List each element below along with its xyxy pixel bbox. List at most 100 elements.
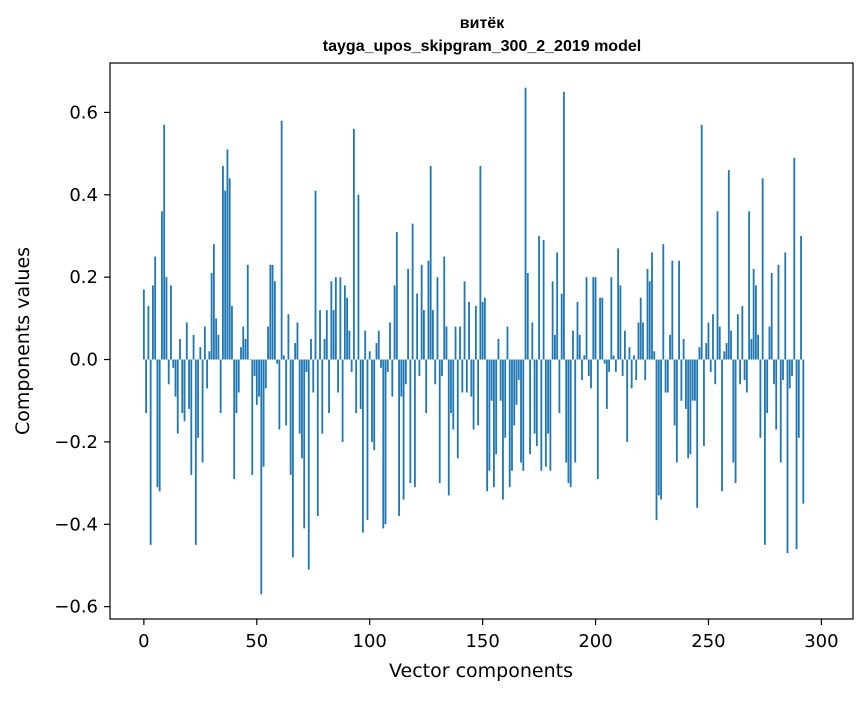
bar: [231, 305, 233, 360]
bar: [657, 359, 660, 496]
bar: [280, 120, 283, 360]
bar: [323, 338, 326, 360]
bar: [346, 297, 349, 360]
bar: [605, 359, 608, 409]
bar: [380, 359, 382, 368]
bar: [698, 347, 701, 360]
bar: [470, 359, 473, 397]
bar: [423, 310, 425, 360]
bar: [215, 318, 218, 360]
bar: [770, 273, 773, 360]
bar: [425, 359, 428, 414]
bar: [533, 359, 536, 434]
bar: [777, 264, 780, 360]
bar: [334, 277, 337, 360]
bars-group: [142, 87, 805, 595]
bar: [434, 359, 437, 385]
x-tick-label: 100: [353, 631, 387, 652]
bar: [752, 268, 755, 360]
bar: [727, 170, 730, 360]
bar: [569, 359, 572, 488]
bar: [517, 359, 520, 381]
bar: [359, 359, 362, 409]
bar: [644, 359, 647, 381]
bar: [237, 359, 240, 393]
bar: [325, 310, 328, 360]
y-tick-label: −0.6: [54, 597, 98, 618]
bar: [407, 268, 410, 360]
bar: [757, 334, 760, 360]
bar: [626, 359, 629, 442]
bar: [316, 359, 319, 517]
bar: [456, 359, 459, 459]
bar: [452, 359, 455, 430]
bar: [773, 359, 775, 385]
bar: [800, 235, 802, 360]
bar: [386, 359, 389, 372]
bar: [551, 281, 554, 360]
bar: [538, 235, 540, 360]
bar: [242, 326, 245, 360]
bar: [664, 359, 667, 393]
bar: [474, 305, 477, 360]
bar: [364, 330, 367, 360]
bar: [542, 240, 545, 360]
bar: [343, 285, 346, 360]
bar: [222, 165, 224, 360]
bar: [328, 359, 330, 414]
x-tick-label: 50: [245, 631, 268, 652]
bar: [210, 273, 213, 360]
bar: [490, 359, 493, 401]
bar: [504, 359, 507, 438]
bar: [172, 359, 175, 368]
bar: [208, 351, 211, 360]
bar: [745, 359, 748, 393]
bar: [296, 322, 299, 360]
bar: [197, 359, 199, 438]
bar: [398, 359, 400, 517]
bar: [450, 359, 452, 414]
bar: [278, 359, 281, 430]
bar: [531, 322, 534, 360]
bar: [305, 359, 308, 372]
bar: [145, 359, 148, 414]
bar: [660, 359, 662, 500]
bar: [179, 338, 181, 360]
y-axis-label: Components values: [12, 247, 34, 435]
bar: [294, 343, 297, 360]
bar: [206, 359, 209, 389]
bar: [761, 178, 764, 360]
bar: [592, 277, 595, 360]
bar: [163, 124, 166, 360]
y-tick-label: 0.4: [69, 185, 98, 206]
bar: [420, 264, 423, 360]
bar: [585, 277, 588, 360]
bar: [194, 359, 197, 545]
bar: [384, 359, 387, 525]
bar: [391, 359, 394, 397]
bar: [224, 190, 227, 360]
bar: [779, 359, 782, 463]
bar: [646, 268, 649, 360]
bar: [730, 330, 732, 360]
bar: [587, 359, 590, 376]
bar: [750, 338, 753, 360]
bar: [619, 285, 622, 360]
y-tick-label: 0.2: [69, 267, 98, 288]
bar: [506, 326, 509, 360]
bar: [601, 297, 604, 360]
bar: [736, 314, 739, 360]
bar: [793, 157, 796, 360]
bar: [599, 297, 601, 360]
x-tick-label: 300: [804, 631, 838, 652]
bar: [441, 359, 443, 376]
bar: [511, 359, 513, 471]
bar: [567, 359, 570, 484]
bar: [183, 359, 186, 422]
bar: [298, 359, 301, 434]
chart-title: витёк: [460, 15, 505, 32]
bar: [258, 359, 260, 397]
bar: [795, 359, 798, 549]
bar: [285, 359, 288, 426]
bar: [276, 359, 279, 364]
